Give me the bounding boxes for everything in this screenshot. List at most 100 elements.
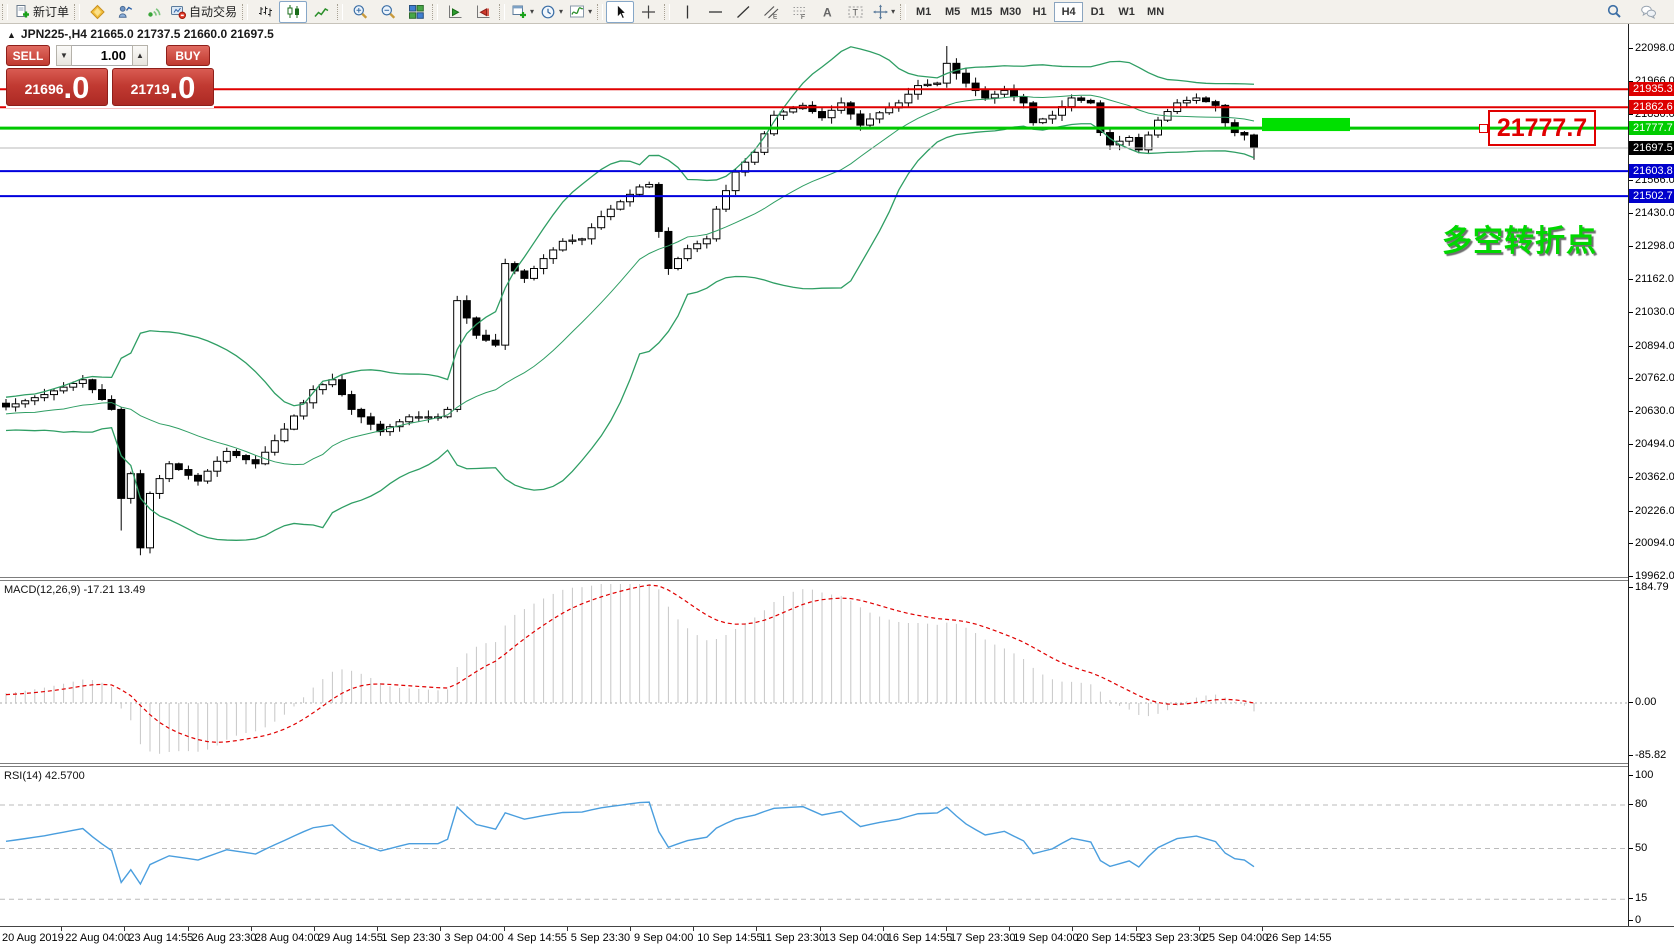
macd-pane-plot[interactable]: [0, 581, 1628, 763]
chart-symbol-timeframe: JPN225-,H4: [20, 27, 87, 41]
price-tick-label: 20762.0: [1629, 372, 1674, 385]
chart-wizard-button[interactable]: [83, 1, 111, 23]
pane-separator-2[interactable]: [0, 763, 1674, 767]
timeframe-h1[interactable]: H1: [1032, 5, 1047, 18]
text-button[interactable]: A: [813, 1, 841, 23]
toolbar-grip[interactable]: [242, 3, 249, 20]
equidistant-channel-button[interactable]: E: [757, 1, 785, 23]
timeframe-mn[interactable]: MN: [1147, 5, 1165, 18]
rsi-scale-label: 50: [1628, 841, 1648, 854]
volume-increase-button[interactable]: ▲: [132, 45, 148, 66]
volume-input[interactable]: [72, 45, 132, 66]
callout-anchor-handle[interactable]: [1479, 124, 1488, 133]
autotrade-button[interactable]: 自动交易: [167, 1, 240, 23]
time-axis-tick: [1135, 927, 1137, 931]
price-tick-label: 20494.0: [1629, 438, 1674, 451]
tiles-icon: [408, 4, 425, 20]
trendline-button[interactable]: [729, 1, 757, 23]
fibonacci-button[interactable]: F: [785, 1, 813, 23]
chart-shift-button[interactable]: [469, 1, 497, 23]
market-watch-button[interactable]: [111, 1, 139, 23]
candles-chart-button[interactable]: [279, 0, 308, 23]
text-label-button[interactable]: T: [841, 1, 869, 23]
time-axis-tick: [503, 927, 505, 931]
price-level-label: 21862.6: [1629, 100, 1674, 115]
toolbar-grip[interactable]: [499, 3, 506, 20]
pane-separator-1[interactable]: [0, 577, 1674, 581]
price-tick-label: 21162.0: [1629, 273, 1674, 286]
time-axis-tick: [61, 927, 63, 931]
timeframe-h4[interactable]: H4: [1054, 1, 1084, 22]
toolbar-grip[interactable]: [664, 3, 671, 20]
zoom-in-button[interactable]: [346, 1, 374, 23]
sell-price-main: 21696: [24, 81, 64, 97]
time-axis-label: 25 Sep 04:00: [1202, 932, 1269, 944]
price-tick-label: 19962.0: [1629, 569, 1674, 582]
search-icon: [1606, 4, 1623, 20]
signals-icon: [145, 4, 162, 20]
time-axis-label: 26 Sep 14:55: [1266, 932, 1332, 944]
toolbar-grip[interactable]: [432, 3, 439, 20]
search-button[interactable]: [1600, 1, 1628, 23]
chat-button[interactable]: [1634, 1, 1662, 23]
cursor-icon: [612, 3, 629, 20]
auto-scroll-button[interactable]: [441, 1, 469, 23]
buy-button[interactable]: BUY: [166, 45, 210, 66]
new-chart-button[interactable]: ▾: [508, 1, 537, 23]
main-chart-plot[interactable]: [0, 23, 1628, 577]
svg-text:E: E: [773, 13, 778, 20]
chevron-down-icon[interactable]: ▾: [588, 7, 593, 16]
toolbar-grip[interactable]: [74, 3, 81, 20]
indicators-button[interactable]: ▾: [566, 1, 595, 23]
timeframe-m1[interactable]: M1: [915, 5, 932, 18]
price-scale[interactable]: 22098.0 21966.0 21830.0 21566.0 21430.0 21298…: [1628, 23, 1674, 926]
toolbar-grip[interactable]: [337, 3, 344, 20]
chevron-down-icon[interactable]: ▾: [559, 7, 564, 16]
timeframe-d1[interactable]: D1: [1090, 5, 1105, 18]
price-tick-label: 21030.0: [1629, 305, 1674, 318]
line-chart-button[interactable]: [307, 1, 335, 23]
auto-scroll-icon: [447, 4, 464, 20]
toolbar-grip[interactable]: [597, 3, 604, 20]
shapes-icon: [872, 4, 889, 20]
price-level-label: 21697.5: [1629, 140, 1674, 155]
time-axis-tick: [187, 927, 189, 931]
signals-button[interactable]: [139, 1, 167, 23]
chevron-down-icon[interactable]: ▾: [530, 7, 535, 16]
candles-icon: [285, 4, 302, 20]
time-axis-tick: [1072, 927, 1074, 931]
new-order-button[interactable]: 新订单: [11, 1, 72, 23]
time-axis-tick: [250, 927, 252, 931]
trendline-icon: [735, 4, 752, 20]
profiles-button[interactable]: ▾: [537, 1, 566, 23]
profiles-icon: [540, 4, 557, 20]
zoom-out-button[interactable]: [374, 1, 402, 23]
sell-button[interactable]: SELL: [6, 45, 50, 66]
sell-price-box[interactable]: 21696.0: [6, 68, 108, 106]
chevron-down-icon[interactable]: ▾: [891, 7, 896, 16]
rsi-pane-plot[interactable]: [0, 767, 1628, 926]
bars-chart-button[interactable]: [251, 1, 279, 23]
time-axis-tick: [440, 927, 442, 931]
time-axis[interactable]: 20 Aug 2019 22 Aug 04:00 23 Aug 14:55 26 Au…: [0, 926, 1674, 949]
arrows-button[interactable]: ▾: [869, 1, 898, 23]
price-callout-box[interactable]: 21777.7: [1488, 110, 1596, 146]
toolbar-grip[interactable]: [900, 3, 907, 20]
vertical-line-button[interactable]: [673, 1, 701, 23]
annotation-text[interactable]: 多空转折点: [1442, 225, 1597, 258]
time-axis-label: 23 Sep 23:30: [1139, 932, 1206, 944]
timeframe-w1[interactable]: W1: [1118, 5, 1135, 18]
toolbar-grip[interactable]: [2, 3, 8, 20]
chart-shift-icon: [475, 4, 492, 20]
timeframe-m15[interactable]: M15: [970, 5, 993, 18]
cursor-button[interactable]: [606, 0, 635, 23]
timeframe-m30[interactable]: M30: [999, 5, 1022, 18]
crosshair-button[interactable]: [634, 1, 662, 23]
horizontal-line-button[interactable]: [701, 1, 729, 23]
time-axis-label: 4 Sep 14:55: [507, 932, 567, 944]
tile-windows-button[interactable]: [402, 1, 430, 23]
buy-price-box[interactable]: 21719.0: [112, 68, 214, 106]
collapse-icon[interactable]: ▲: [7, 30, 16, 40]
volume-decrease-button[interactable]: ▼: [56, 45, 72, 66]
timeframe-m5[interactable]: M5: [944, 5, 961, 18]
